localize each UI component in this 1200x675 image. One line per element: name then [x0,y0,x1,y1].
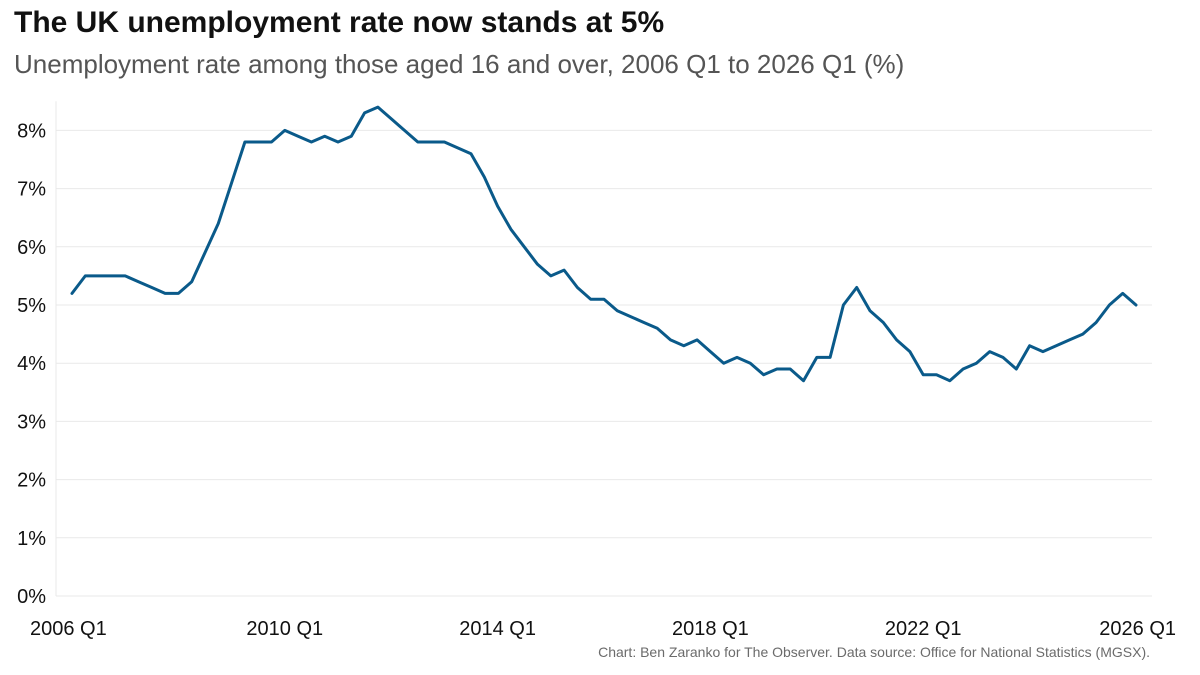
chart-subtitle: Unemployment rate among those aged 16 an… [14,49,905,79]
x-tick-label: 2010 Q1 [246,618,323,640]
x-tick-label: 2026 Q1 [1099,618,1176,640]
x-tick-label: 2018 Q1 [672,618,749,640]
chart-title: The UK unemployment rate now stands at 5… [14,6,665,39]
y-tick-label: 6% [17,237,46,259]
y-tick-label: 2% [17,470,46,492]
y-tick-label: 4% [17,353,46,375]
y-tick-label: 3% [17,411,46,433]
series-layer [70,105,1138,383]
y-tick-label: 5% [17,295,46,317]
chart-caption: Chart: Ben Zaranko for The Observer. Dat… [598,644,1150,660]
gridlines [55,101,1152,597]
x-tick-label: 2014 Q1 [459,618,536,640]
x-tick-label: 2006 Q1 [30,618,107,640]
y-tick-label: 1% [17,528,46,550]
x-axis-ticks: 2006 Q1 2010 Q1 2014 Q1 2018 Q1 2022 Q1 2026 … [30,618,1176,640]
y-tick-label: 7% [17,179,46,201]
y-tick-label: 8% [17,120,46,142]
y-tick-label: 0% [17,586,46,608]
series-line [70,105,1138,383]
x-tick-label: 2022 Q1 [885,618,962,640]
y-axis-ticks: 0% 1% 2% 3% 4% 5% 6% 7% 8% [17,120,46,608]
